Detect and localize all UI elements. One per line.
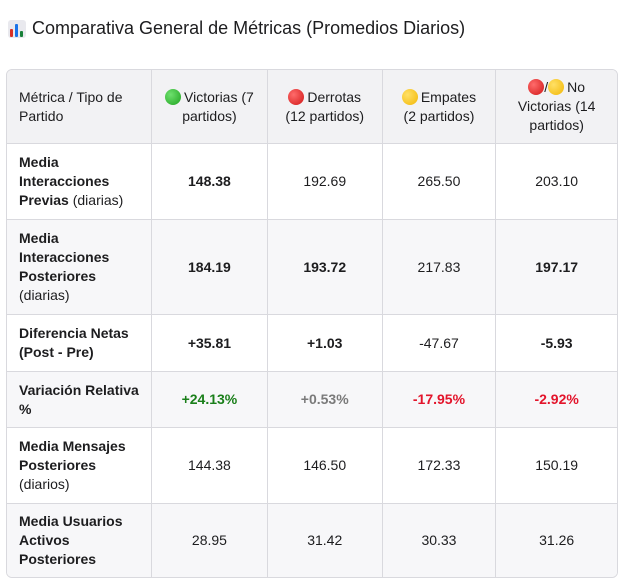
metric-label: Diferencia Netas (Post - Pre) — [19, 325, 129, 360]
yellow-circle-icon — [401, 88, 418, 105]
metric-cell: Diferencia Netas (Post - Pre) — [7, 314, 153, 372]
metric-label: Media Usuarios Activos Posteriores — [19, 513, 123, 567]
red-circle-icon — [288, 88, 305, 105]
bar-chart-icon — [8, 19, 26, 38]
header-empates-label: Empates (2 partidos) — [403, 88, 477, 124]
value-cell: 150.19 — [495, 427, 617, 504]
value-cell-neutral: +0.53% — [267, 371, 383, 428]
value-cell: 217.83 — [382, 219, 497, 315]
metric-label: Media Mensajes Posteriores — [19, 438, 126, 473]
value-cell: 146.50 — [267, 427, 383, 504]
page-title: Comparativa General de Métricas (Promedi… — [8, 18, 465, 39]
table-header-row: Métrica / Tipo de Partido Victorias (7 p… — [7, 70, 617, 144]
page-title-text: Comparativa General de Métricas (Promedi… — [32, 18, 466, 38]
value-cell: 192.69 — [267, 143, 383, 220]
yellow-circle-icon — [548, 79, 565, 95]
value-cell: -47.67 — [382, 314, 497, 372]
header-metric-label: Métrica / Tipo de Partido — [19, 88, 123, 124]
value-cell: 148.38 — [151, 143, 268, 220]
header-no-victorias: / No Victorias (14 partidos) — [495, 70, 617, 144]
header-separator: / — [544, 79, 549, 95]
metric-label: Media Interacciones Posteriores — [19, 230, 110, 284]
header-metric: Métrica / Tipo de Partido — [7, 70, 153, 144]
value-cell: 31.26 — [495, 503, 617, 577]
header-empates: Empates (2 partidos) — [382, 70, 497, 144]
value-cell-positive: +24.13% — [151, 371, 268, 428]
red-circle-icon — [528, 79, 545, 95]
value-cell: 197.17 — [495, 219, 617, 315]
value-cell: 144.38 — [151, 427, 268, 504]
table-row: Media Interacciones Previas (diarias) 14… — [7, 143, 617, 220]
metric-cell: Media Usuarios Activos Posteriores — [7, 503, 153, 577]
value-cell: 184.19 — [151, 219, 268, 315]
value-cell: 28.95 — [151, 503, 268, 577]
metric-cell: Media Interacciones Posteriores (diarias… — [7, 219, 153, 315]
value-cell: 172.33 — [382, 427, 497, 504]
metric-unit: (diarias) — [72, 192, 124, 208]
metric-unit: (diarias) — [19, 287, 70, 303]
table-row: Media Usuarios Activos Posteriores 28.95… — [7, 503, 617, 577]
metric-cell: Variación Relativa % — [7, 371, 153, 428]
value-cell: 265.50 — [382, 143, 497, 220]
value-cell: -5.93 — [495, 314, 617, 372]
table-row: Variación Relativa % +24.13% +0.53% -17.… — [7, 371, 617, 428]
metric-label: Variación Relativa % — [19, 381, 139, 417]
header-derrotas-label: Derrotas (12 partidos) — [285, 88, 365, 124]
value-cell: 30.33 — [382, 503, 497, 577]
table-row: Media Mensajes Posteriores (diarios) 144… — [7, 427, 617, 504]
header-no-victorias-label: No Victorias (14 partidos) — [517, 79, 596, 133]
header-victorias: Victorias (7 partidos) — [151, 70, 268, 144]
value-cell-negative: -17.95% — [382, 371, 497, 428]
value-cell: +1.03 — [267, 314, 383, 372]
metrics-table: Métrica / Tipo de Partido Victorias (7 p… — [6, 69, 618, 578]
metric-label: Media Interacciones Previas — [19, 154, 110, 208]
value-cell: +35.81 — [151, 314, 268, 372]
metric-cell: Media Mensajes Posteriores (diarios) — [7, 427, 153, 504]
header-derrotas: Derrotas (12 partidos) — [267, 70, 383, 144]
metric-unit: (diarios) — [19, 476, 70, 492]
value-cell-negative: -2.92% — [495, 371, 617, 428]
value-cell: 193.72 — [267, 219, 383, 315]
value-cell: 31.42 — [267, 503, 383, 577]
header-victorias-label: Victorias (7 partidos) — [182, 88, 254, 124]
value-cell: 203.10 — [495, 143, 617, 220]
table-row: Diferencia Netas (Post - Pre) +35.81 +1.… — [7, 314, 617, 372]
table-row: Media Interacciones Posteriores (diarias… — [7, 219, 617, 315]
metric-cell: Media Interacciones Previas (diarias) — [7, 143, 153, 220]
green-circle-icon — [165, 88, 182, 105]
